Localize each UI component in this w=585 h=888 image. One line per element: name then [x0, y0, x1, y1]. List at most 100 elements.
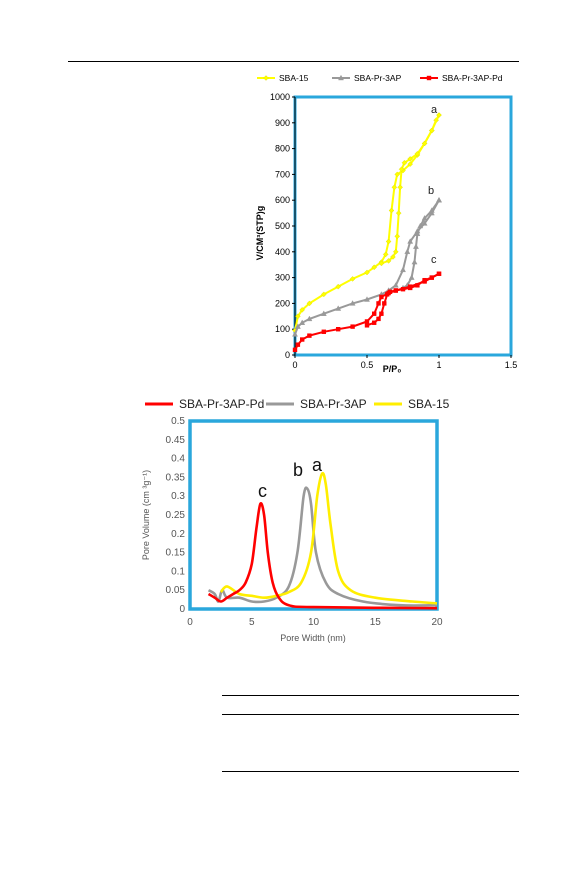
- pore-y-tick-label: 0.2: [171, 529, 185, 540]
- pore-series-sba-pr-3ap-pd: [207, 502, 438, 610]
- isotherm-marker: [401, 160, 408, 166]
- isotherm-y-tick-label: 100: [275, 324, 290, 334]
- pore-x-tick-label: 5: [249, 617, 255, 628]
- isotherm-y-tick-label: 200: [275, 298, 290, 308]
- isotherm-marker: [395, 210, 402, 216]
- isotherm-annotation-a: a: [431, 104, 438, 116]
- isotherm-marker: [321, 329, 326, 334]
- pore-distribution-plot-frame: [188, 419, 439, 611]
- pore-y-tick-label: 0.15: [166, 548, 186, 559]
- isotherm-marker: [385, 258, 392, 264]
- isotherm-y-tick-label: 800: [275, 144, 290, 154]
- isotherm-marker: [364, 323, 370, 328]
- pore-y-tick-label: 0.1: [171, 566, 185, 577]
- pore-annotation-b: b: [293, 460, 303, 480]
- isotherm-marker: [400, 287, 406, 292]
- isotherm-y-tick-label: 500: [275, 221, 290, 231]
- isotherm-marker: [300, 337, 305, 342]
- isotherm-marker: [392, 282, 399, 288]
- isotherm-legend-label: SBA-Pr-3AP: [354, 73, 402, 83]
- isotherm-marker: [394, 233, 401, 240]
- isotherm-marker: [307, 333, 312, 338]
- pore-y-tick-label: 0: [179, 604, 185, 615]
- isotherm-marker: [320, 310, 327, 316]
- isotherm-series-sba-15: [292, 112, 442, 334]
- isotherm-marker: [421, 220, 428, 226]
- pore-annotation-c: c: [258, 481, 267, 501]
- isotherm-marker: [394, 171, 401, 178]
- isotherm-marker: [417, 222, 424, 229]
- isotherm-marker: [349, 276, 356, 282]
- isotherm-adsorption-line: [294, 199, 440, 335]
- isotherm-marker: [350, 324, 355, 329]
- isotherm-marker: [364, 269, 370, 276]
- isotherm-marker: [398, 166, 405, 173]
- pore-y-tick-label: 0.35: [166, 472, 186, 483]
- isotherm-marker: [299, 319, 306, 325]
- isotherm-marker: [393, 249, 399, 255]
- isotherm-marker: [397, 184, 403, 191]
- isotherm-y-tick-label: 600: [275, 195, 290, 205]
- page-header-rule: [68, 61, 519, 62]
- isotherm-marker: [400, 266, 406, 273]
- isotherm-marker: [379, 311, 384, 316]
- pore-y-tick-label: 0.45: [166, 435, 186, 446]
- isotherm-marker: [382, 301, 387, 306]
- isotherm-y-tick-label: 0: [285, 350, 290, 360]
- isotherm-marker: [422, 277, 427, 283]
- isotherm-marker: [408, 274, 415, 280]
- isotherm-marker: [385, 238, 392, 245]
- isotherm-axes: 0 100 200 300 400 500 600 700 800 900 1000 0 0.5 1 1.5: [270, 92, 517, 370]
- pore-distribution-series: [207, 471, 438, 610]
- pore-x-tick-label: 20: [431, 617, 443, 628]
- isotherm-marker: [382, 251, 389, 258]
- isotherm-marker: [387, 289, 393, 294]
- isotherm-marker: [429, 127, 435, 134]
- isotherm-marker: [336, 327, 341, 332]
- isotherm-marker: [393, 288, 398, 293]
- pore-distribution-x-axis-label: Pore Width (nm): [280, 633, 346, 643]
- isotherm-y-tick-label: 1000: [270, 92, 290, 102]
- isotherm-marker: [407, 238, 414, 244]
- pore-x-tick-label: 0: [187, 617, 193, 628]
- isotherm-marker: [378, 260, 385, 267]
- isotherm-x-axis-label: P/P₀: [383, 364, 402, 374]
- isotherm-marker: [335, 283, 341, 290]
- isotherm-x-tick-label: 1: [436, 360, 441, 370]
- isotherm-y-tick-label: 700: [275, 169, 290, 179]
- isotherm-marker: [408, 285, 413, 291]
- pore-legend-label: SBA-Pr-3AP: [300, 397, 367, 411]
- isotherm-y-axis-label: V/CM³(STP)g: [255, 206, 265, 261]
- isotherm-marker: [295, 342, 301, 347]
- isotherm-marker: [364, 319, 370, 324]
- isotherm-marker: [364, 296, 370, 302]
- isotherm-y-tick-label: 400: [275, 247, 290, 257]
- isotherm-marker: [372, 320, 377, 325]
- pore-series-sba-15: [219, 471, 438, 605]
- isotherm-chart: SBA-15 SBA-Pr-3AP SBA-Pr-3AP-Pd 0 100 200 300…: [255, 73, 517, 374]
- isotherm-marker: [421, 215, 428, 221]
- isotherm-marker: [292, 347, 298, 353]
- isotherm-marker: [388, 207, 395, 214]
- isotherm-marker: [391, 184, 398, 191]
- isotherm-series: [292, 112, 442, 353]
- isotherm-marker: [429, 275, 434, 280]
- table-top-rule: [222, 695, 519, 696]
- isotherm-marker: [407, 156, 413, 162]
- isotherm-x-tick-label: 0: [292, 360, 297, 370]
- isotherm-marker: [436, 112, 442, 118]
- pore-legend-label: SBA-Pr-3AP-Pd: [179, 397, 264, 411]
- isotherm-marker: [414, 150, 421, 157]
- pore-distribution-chart: SBA-Pr-3AP-Pd SBA-Pr-3AP SBA-15 0 0.05 0.1 0.…: [141, 397, 450, 643]
- isotherm-marker: [390, 254, 396, 260]
- isotherm-marker: [372, 311, 377, 316]
- pore-y-tick-label: 0.3: [171, 491, 185, 502]
- table-bottom-rule: [222, 771, 519, 772]
- isotherm-marker: [415, 283, 420, 288]
- isotherm-marker: [376, 301, 381, 306]
- isotherm-marker: [294, 323, 301, 329]
- isotherm-legend-marker: [263, 75, 269, 81]
- isotherm-marker: [306, 315, 313, 322]
- pore-x-tick-label: 10: [308, 617, 320, 628]
